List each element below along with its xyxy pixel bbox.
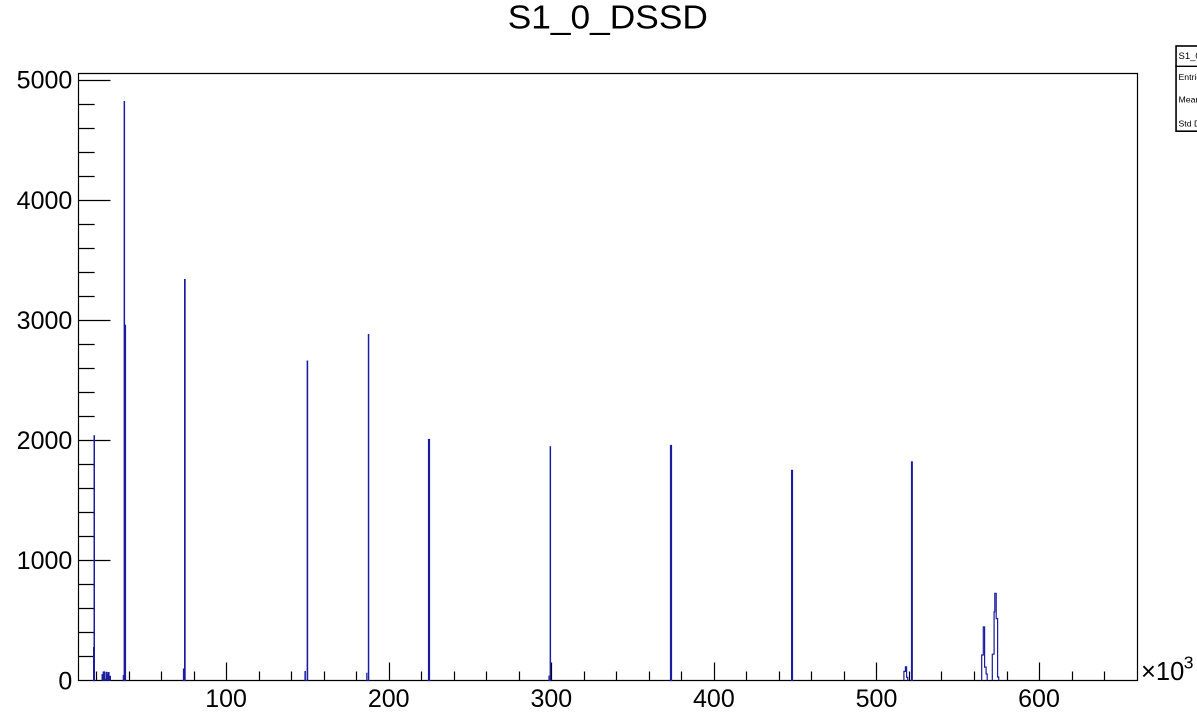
- svg-text:Mean: Mean: [1179, 94, 1197, 104]
- svg-text:200: 200: [368, 685, 410, 713]
- svg-text:300: 300: [530, 685, 572, 713]
- svg-text:600: 600: [1018, 685, 1060, 713]
- svg-text:0: 0: [58, 667, 72, 695]
- svg-text:Std Dev: Std Dev: [1179, 118, 1197, 128]
- svg-text:4000: 4000: [17, 187, 73, 215]
- svg-text:S1_0_DSSD: S1_0_DSSD: [1179, 51, 1197, 62]
- svg-text:100: 100: [205, 685, 247, 713]
- svg-text:1000: 1000: [17, 547, 73, 575]
- svg-text:500: 500: [856, 685, 898, 713]
- svg-text:5000: 5000: [17, 66, 73, 94]
- svg-text:Entries: Entries: [1179, 72, 1197, 82]
- svg-text:400: 400: [693, 685, 735, 713]
- svg-text:3000: 3000: [17, 307, 73, 335]
- svg-text:3: 3: [1184, 653, 1194, 673]
- svg-text:2000: 2000: [17, 427, 73, 455]
- svg-text:×10: ×10: [1141, 658, 1184, 686]
- svg-text:S1_0_DSSD: S1_0_DSSD: [508, 0, 708, 36]
